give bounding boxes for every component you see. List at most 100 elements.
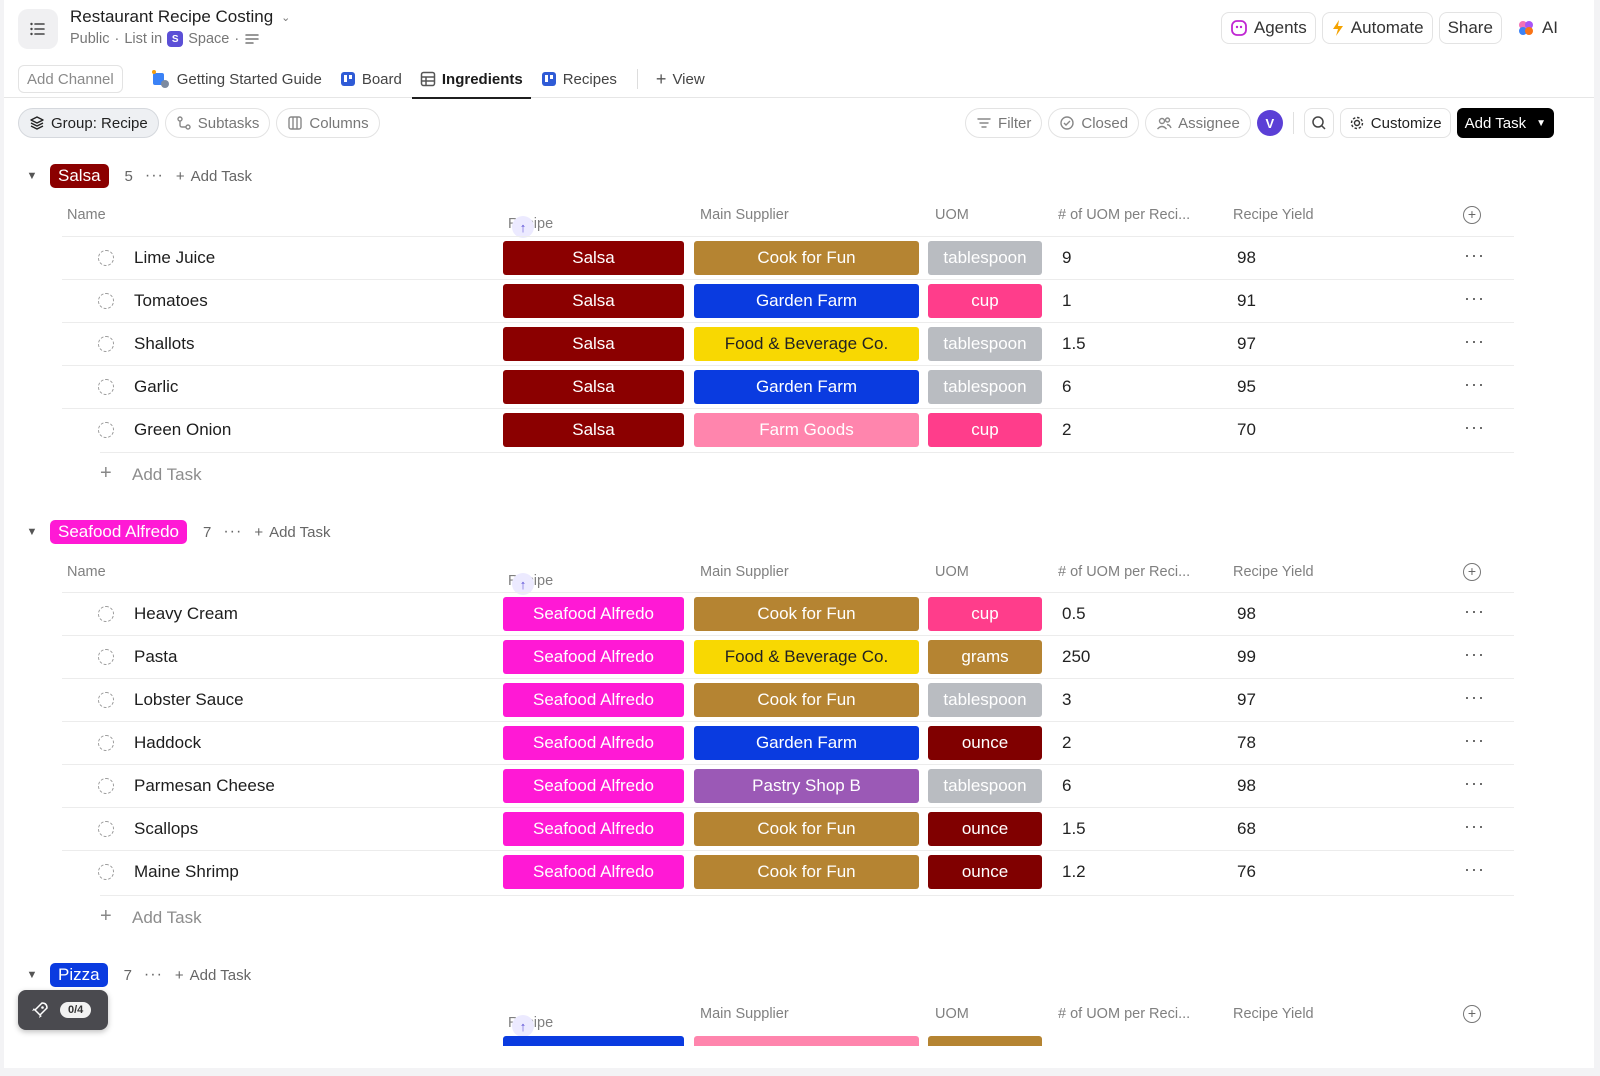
table-row[interactable]: Lime Juice Salsa Cook for Fun tablespoon 9 98… — [62, 236, 1514, 279]
agents-button[interactable]: Agents — [1220, 12, 1316, 44]
table-row[interactable]: Shallots Salsa Food & Beverage Co. tablespo… — [62, 322, 1514, 365]
table-row[interactable]: Green Onion Salsa Farm Goods cup 2 70 ··· — [62, 408, 1514, 451]
task-name[interactable]: Lime Juice — [134, 248, 216, 267]
recipe-yield[interactable]: 97 — [1237, 690, 1256, 709]
uom-pill[interactable]: tablespoon — [928, 683, 1042, 717]
task-status-icon[interactable] — [98, 250, 114, 266]
task-status-icon[interactable] — [98, 821, 114, 837]
chevron-down-icon[interactable]: ⌄ — [281, 11, 291, 24]
list-title[interactable]: Restaurant Recipe Costing ⌄ — [70, 7, 290, 27]
row-more-icon[interactable]: ··· — [1464, 859, 1485, 879]
group-tag[interactable]: Pizza — [50, 963, 108, 987]
columns-button[interactable]: Columns — [276, 108, 380, 138]
supplier-pill[interactable]: Food & Beverage Co. — [694, 327, 919, 361]
group-add-task-button[interactable]: + Add Task — [176, 168, 252, 185]
recipe-yield[interactable]: 98 — [1237, 604, 1256, 623]
task-name[interactable]: Haddock — [134, 733, 202, 752]
task-name[interactable]: Maine Shrimp — [134, 862, 239, 881]
table-row[interactable]: Pasta Seafood Alfredo Food & Beverage Co. g… — [62, 635, 1514, 678]
uom-pill[interactable]: ounce — [928, 855, 1042, 889]
recipe-yield[interactable]: 97 — [1237, 334, 1256, 353]
group-add-task-button[interactable]: + Add Task — [175, 967, 251, 984]
more-options-icon[interactable]: ··· — [223, 523, 243, 540]
task-status-icon[interactable] — [98, 606, 114, 622]
uom-quantity[interactable]: 6 — [1062, 776, 1072, 795]
collapse-caret-icon[interactable]: ▼ — [26, 969, 38, 981]
supplier-pill[interactable]: Pastry Shop B — [694, 769, 919, 803]
row-more-icon[interactable]: ··· — [1464, 374, 1485, 394]
uom-quantity[interactable]: 3 — [1062, 690, 1072, 709]
crumb-space[interactable]: Space — [188, 31, 230, 47]
collapse-caret-icon[interactable]: ▼ — [26, 170, 38, 182]
share-button[interactable]: Share — [1438, 12, 1502, 44]
add-column-icon[interactable]: + — [1463, 563, 1481, 581]
closed-button[interactable]: Closed — [1048, 108, 1140, 138]
add-task-row[interactable]: + Add Task — [100, 895, 1514, 935]
recipe-yield[interactable]: 68 — [1237, 819, 1256, 838]
table-row[interactable]: Haddock Seafood Alfredo Garden Farm ounce 2 7… — [62, 721, 1514, 764]
ai-button[interactable]: AI — [1507, 12, 1566, 44]
col-uom[interactable]: UOM — [935, 564, 969, 580]
col-yield[interactable]: Recipe Yield — [1233, 564, 1314, 580]
uom-pill[interactable]: grams — [928, 640, 1042, 674]
supplier-pill[interactable]: Cook for Fun — [694, 683, 919, 717]
task-name[interactable]: Lobster Sauce — [134, 690, 244, 709]
uom-pill[interactable]: ounce — [928, 726, 1042, 760]
uom-pill[interactable]: cup — [928, 284, 1042, 318]
uom-pill[interactable]: cup — [928, 597, 1042, 631]
task-status-icon[interactable] — [98, 864, 114, 880]
task-name[interactable]: Pasta — [134, 647, 178, 666]
col-qty[interactable]: # of UOM per Reci... — [1058, 207, 1191, 223]
recipe-pill[interactable]: Salsa — [503, 241, 684, 275]
crumb-public[interactable]: Public — [70, 31, 110, 47]
tab-board[interactable]: Board — [332, 60, 410, 98]
col-supplier[interactable]: Main Supplier — [700, 1006, 789, 1022]
recipe-pill[interactable]: Seafood Alfredo — [503, 597, 684, 631]
tab-ingredients[interactable]: Ingredients — [411, 60, 531, 99]
recipe-pill[interactable]: Seafood Alfredo — [503, 683, 684, 717]
task-name[interactable]: Shallots — [134, 334, 195, 353]
uom-quantity[interactable]: 1 — [1062, 291, 1072, 310]
avatar[interactable]: V — [1256, 110, 1283, 136]
uom-pill[interactable]: cup — [928, 413, 1042, 447]
automate-button[interactable]: Automate — [1321, 12, 1433, 44]
supplier-pill[interactable]: Food & Beverage Co. — [694, 640, 919, 674]
recipe-yield[interactable]: 91 — [1237, 291, 1256, 310]
uom-pill[interactable]: tablespoon — [928, 241, 1042, 275]
table-row[interactable]: Garlic Salsa Garden Farm tablespoon 6 95 ··· — [62, 365, 1514, 408]
uom-quantity[interactable]: 1.2 — [1062, 862, 1086, 881]
recipe-yield[interactable]: 99 — [1237, 647, 1256, 666]
supplier-pill[interactable]: Cook for Fun — [694, 812, 919, 846]
col-name[interactable]: Name — [67, 207, 106, 223]
description-icon[interactable] — [244, 32, 260, 46]
more-options-icon[interactable]: ··· — [143, 966, 163, 983]
col-uom[interactable]: UOM — [935, 207, 969, 223]
table-row[interactable]: Lobster Sauce Seafood Alfredo Cook for Fun… — [62, 678, 1514, 721]
table-row[interactable]: Parmesan Cheese Seafood Alfredo Pastry Sho… — [62, 764, 1514, 807]
table-row[interactable]: Maine Shrimp Seafood Alfredo Cook for Fun o… — [62, 850, 1514, 893]
col-qty[interactable]: # of UOM per Reci... — [1058, 1006, 1191, 1022]
filter-button[interactable]: Filter — [965, 108, 1043, 138]
recipe-yield[interactable]: 76 — [1237, 862, 1256, 881]
uom-quantity[interactable]: 9 — [1062, 248, 1072, 267]
group-by-button[interactable]: Group: Recipe — [18, 108, 159, 138]
search-button[interactable] — [1303, 108, 1334, 138]
uom-pill[interactable]: tablespoon — [928, 769, 1042, 803]
sort-ascending-icon[interactable]: ↑ — [512, 573, 534, 595]
onboarding-widget[interactable]: 0/4 — [18, 990, 108, 1030]
task-name[interactable]: Garlic — [134, 377, 179, 396]
recipe-yield[interactable]: 98 — [1237, 776, 1256, 795]
more-options-icon[interactable]: ··· — [144, 167, 164, 184]
sort-ascending-icon[interactable]: ↑ — [512, 216, 534, 238]
row-more-icon[interactable]: ··· — [1464, 417, 1485, 437]
uom-quantity[interactable]: 0.5 — [1062, 604, 1086, 623]
task-name[interactable]: Scallops — [134, 819, 199, 838]
row-more-icon[interactable]: ··· — [1464, 245, 1485, 265]
group-add-task-button[interactable]: + Add Task — [254, 524, 330, 541]
recipe-pill[interactable]: Salsa — [503, 370, 684, 404]
row-more-icon[interactable]: ··· — [1464, 773, 1485, 793]
row-more-icon[interactable]: ··· — [1464, 331, 1485, 351]
table-row[interactable]: Heavy Cream Seafood Alfredo Cook for Fun cu… — [62, 592, 1514, 635]
uom-pill[interactable]: ounce — [928, 812, 1042, 846]
uom-quantity[interactable]: 6 — [1062, 377, 1072, 396]
